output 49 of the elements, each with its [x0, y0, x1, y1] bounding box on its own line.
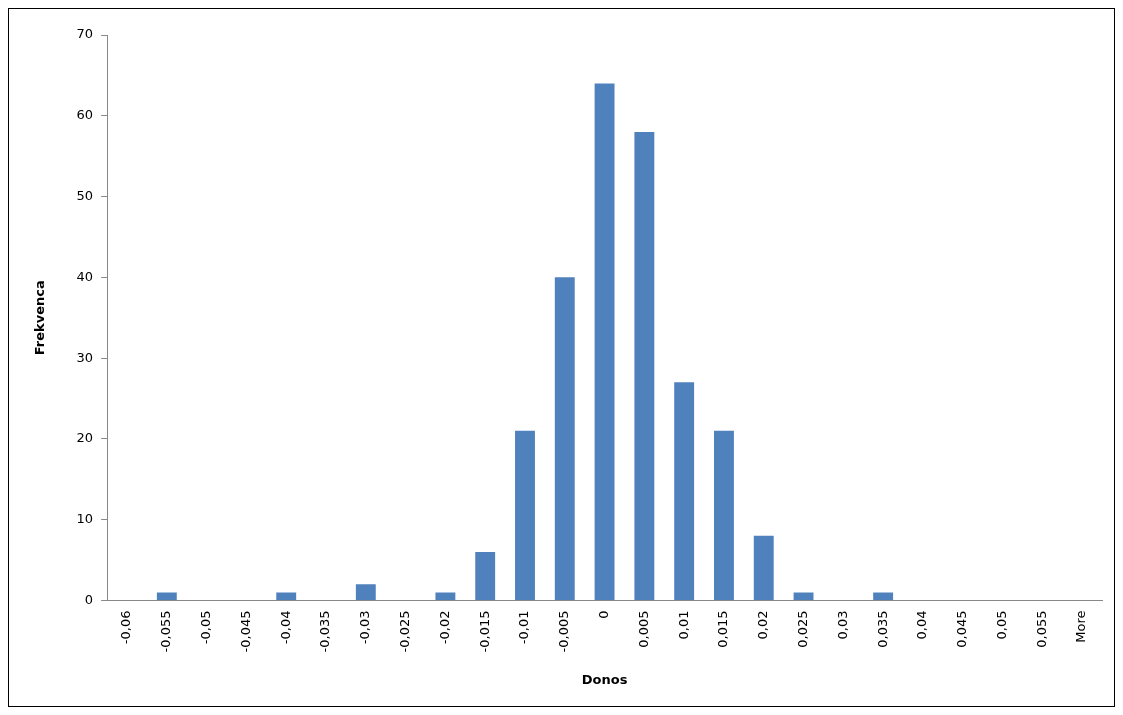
y-tick-label: 60 — [76, 107, 94, 123]
bar — [793, 592, 814, 600]
bar — [355, 584, 376, 600]
x-tick-label: 0,035 — [874, 610, 890, 648]
y-tick-label: 40 — [76, 268, 94, 284]
bar — [276, 592, 297, 600]
x-tick-label: 0,015 — [715, 610, 731, 648]
bar — [435, 592, 456, 600]
x-tick-label: -0,04 — [277, 610, 293, 645]
y-tick-label: 30 — [76, 349, 94, 365]
x-tick-label: -0,035 — [317, 610, 333, 653]
x-tick-label: -0,045 — [237, 610, 253, 653]
x-tick-label: 0,045 — [954, 610, 970, 648]
bar — [753, 535, 774, 600]
bar — [554, 277, 575, 600]
bar — [714, 430, 734, 600]
x-tick-label: -0,06 — [118, 610, 134, 645]
x-tick-label: 0,05 — [993, 610, 1009, 640]
x-tick-label: -0,01 — [516, 610, 532, 645]
x-tick-label: -0,05 — [198, 610, 213, 645]
x-tick-label: -0,005 — [556, 610, 572, 653]
y-axis-title: Frekvenca — [32, 280, 48, 356]
x-tick-label: 0,04 — [914, 610, 930, 640]
x-tick-label: 0,025 — [794, 610, 810, 648]
x-tick-label: 0 — [595, 610, 611, 619]
x-tick-label: 0,055 — [1033, 610, 1049, 648]
x-tick-label: 0,03 — [834, 610, 850, 640]
y-tick-label: 10 — [76, 511, 94, 527]
x-tick-label: 0,005 — [635, 610, 651, 648]
x-tick-label: -0,055 — [158, 610, 174, 653]
x-tick-label: -0,03 — [357, 610, 373, 645]
bar — [156, 592, 177, 600]
x-tick-label: 0,01 — [675, 610, 691, 640]
bar — [634, 131, 655, 600]
y-tick-label: 50 — [76, 187, 94, 203]
x-tick-label: 0,02 — [755, 610, 771, 640]
bar — [873, 592, 894, 600]
x-tick-label: -0,02 — [436, 610, 452, 645]
bar — [475, 552, 496, 600]
y-tick-label: 70 — [76, 26, 94, 42]
x-axis-title: Donos — [581, 671, 628, 687]
x-tick-label: -0,015 — [476, 610, 492, 653]
x-tick-label: More — [1073, 610, 1089, 643]
x-tick-label: -0,025 — [396, 610, 412, 653]
bar — [594, 83, 615, 600]
y-tick-label: 20 — [76, 430, 94, 446]
y-tick-label: 0 — [84, 591, 94, 607]
bar — [515, 430, 535, 600]
bar — [674, 382, 695, 600]
